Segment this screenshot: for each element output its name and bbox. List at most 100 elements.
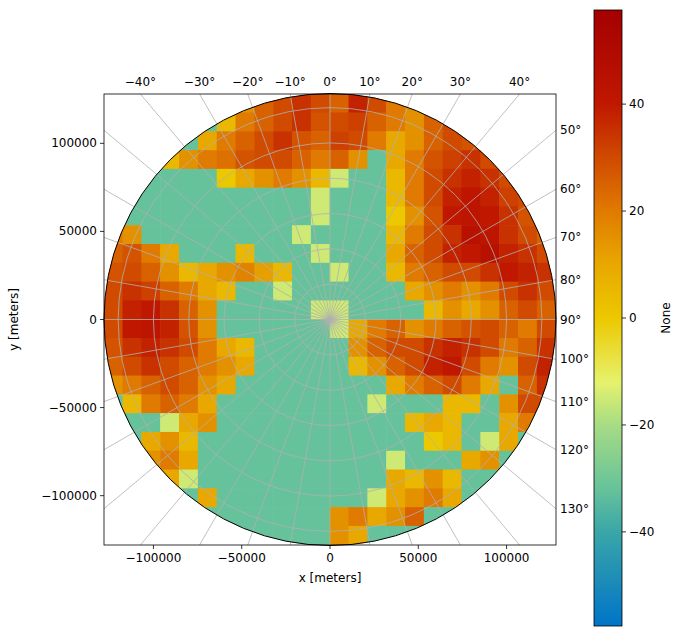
cell: [254, 451, 273, 470]
cell: [273, 338, 292, 357]
cell: [123, 376, 142, 395]
cell: [141, 225, 160, 244]
cell: [424, 244, 443, 263]
cell: [179, 244, 198, 263]
cell: [386, 451, 405, 470]
cell: [273, 376, 292, 395]
cell: [405, 488, 424, 507]
cell: [292, 169, 311, 188]
azimuth-label: 10°: [359, 75, 380, 89]
cell: [499, 338, 518, 357]
cell: [141, 300, 160, 319]
cell: [273, 526, 292, 545]
cell: [367, 244, 386, 263]
cell: [462, 188, 481, 207]
cell: [236, 131, 255, 150]
cell: [236, 150, 255, 169]
cell: [236, 488, 255, 507]
cell: [160, 357, 179, 376]
cell: [254, 357, 273, 376]
cell: [292, 451, 311, 470]
azimuth-label: 60°: [560, 182, 581, 196]
cell: [141, 451, 160, 470]
cell: [367, 338, 386, 357]
azimuth-label: 20°: [402, 75, 423, 89]
colorbar-tick: [622, 424, 626, 425]
cell: [405, 470, 424, 489]
cell: [443, 376, 462, 395]
chart: −100000−50000050000100000−100000−5000005…: [0, 0, 682, 636]
cell: [330, 470, 349, 489]
azimuth-line: [330, 163, 556, 320]
cell: [386, 300, 405, 319]
cell: [499, 319, 518, 338]
colorbar-tick: [622, 104, 626, 105]
cell: [160, 225, 179, 244]
cell: [254, 169, 273, 188]
cell: [537, 357, 556, 376]
cell: [349, 169, 368, 188]
cell: [386, 169, 405, 188]
x-tick: [506, 545, 507, 549]
cell: [311, 206, 330, 225]
azimuth-line: [104, 163, 330, 320]
azimuth-line: [104, 94, 330, 320]
cell: [537, 263, 556, 282]
cell: [443, 225, 462, 244]
cell: [480, 357, 499, 376]
cell: [179, 451, 198, 470]
cell: [518, 300, 537, 319]
azimuth-label: −20°: [232, 75, 263, 89]
cell: [254, 244, 273, 263]
cell: [160, 263, 179, 282]
cell: [179, 376, 198, 395]
cell: [311, 94, 330, 113]
azimuth-label: 40°: [509, 75, 530, 89]
cell: [349, 357, 368, 376]
cell: [480, 263, 499, 282]
cell: [236, 470, 255, 489]
cell: [330, 150, 349, 169]
cell: [405, 131, 424, 150]
cell: [443, 169, 462, 188]
azimuth-label: −10°: [274, 75, 305, 89]
azimuth-label: 0°: [323, 75, 337, 89]
cell: [499, 451, 518, 470]
cell: [386, 413, 405, 432]
cell: [462, 169, 481, 188]
cell: [443, 451, 462, 470]
cell: [179, 432, 198, 451]
cell: [179, 282, 198, 301]
cell: [518, 432, 537, 451]
cell: [480, 432, 499, 451]
x-tick-label: 0: [326, 551, 334, 565]
y-tick-label: −50000: [49, 401, 97, 415]
cell: [254, 131, 273, 150]
cell: [311, 488, 330, 507]
cell: [367, 357, 386, 376]
colorbar-tick-label: −20: [629, 418, 654, 432]
cell: [254, 206, 273, 225]
cell: [273, 282, 292, 301]
x-tick: [153, 545, 154, 549]
azimuth-label: 110°: [560, 395, 589, 409]
cell: [499, 282, 518, 301]
cell: [330, 188, 349, 207]
cell: [160, 244, 179, 263]
cell: [386, 188, 405, 207]
cell: [367, 263, 386, 282]
cell: [104, 357, 123, 376]
y-tick-label: 0: [89, 313, 97, 327]
x-tick-label: 100000: [484, 551, 530, 565]
cell: [123, 300, 142, 319]
y-tick: [100, 143, 104, 144]
azimuth-label: 120°: [560, 443, 589, 457]
cell: [462, 488, 481, 507]
cell: [405, 188, 424, 207]
azimuth-label: −30°: [184, 75, 215, 89]
cell: [217, 376, 236, 395]
cell: [330, 376, 349, 395]
cell: [480, 225, 499, 244]
cell: [462, 432, 481, 451]
cell: [537, 300, 556, 319]
